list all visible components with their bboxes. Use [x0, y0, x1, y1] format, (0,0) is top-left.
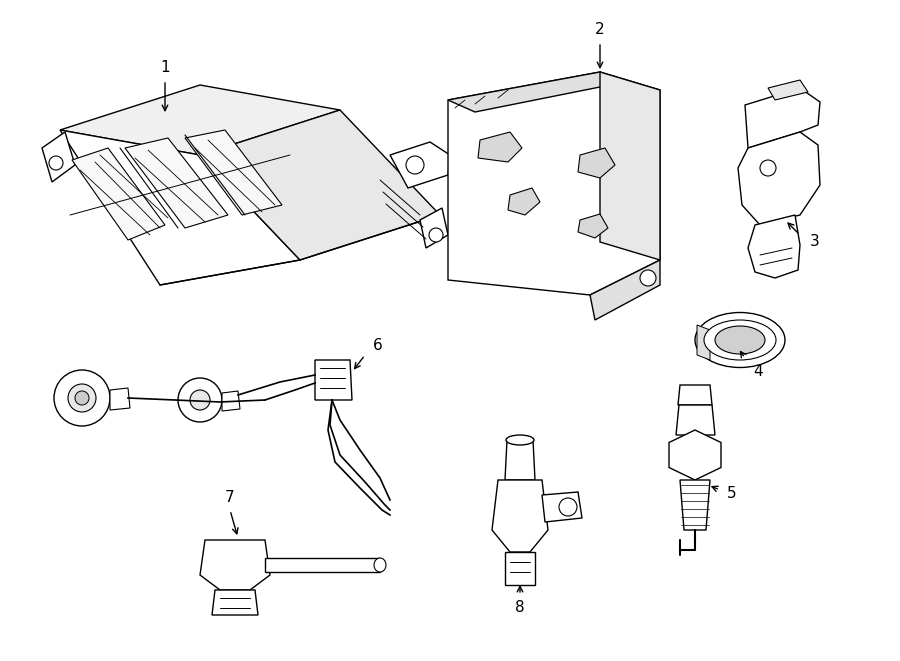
Circle shape	[406, 156, 424, 174]
Polygon shape	[315, 360, 352, 400]
Polygon shape	[768, 80, 808, 100]
Circle shape	[559, 498, 577, 516]
Polygon shape	[222, 391, 240, 411]
Polygon shape	[390, 142, 450, 188]
Polygon shape	[420, 208, 448, 248]
Text: 2: 2	[595, 22, 605, 38]
Text: 7: 7	[225, 490, 235, 506]
Polygon shape	[676, 405, 715, 435]
Polygon shape	[678, 385, 712, 405]
Polygon shape	[42, 132, 75, 182]
Polygon shape	[60, 85, 340, 155]
Ellipse shape	[374, 558, 386, 572]
Polygon shape	[590, 260, 660, 320]
Circle shape	[190, 390, 210, 410]
Ellipse shape	[695, 313, 785, 368]
Ellipse shape	[506, 435, 534, 445]
Text: 6: 6	[374, 338, 382, 352]
Polygon shape	[72, 148, 165, 240]
Polygon shape	[60, 130, 300, 285]
Polygon shape	[492, 480, 548, 552]
Circle shape	[640, 270, 656, 286]
Polygon shape	[508, 188, 540, 215]
Ellipse shape	[715, 326, 765, 354]
Polygon shape	[505, 440, 535, 480]
Text: 1: 1	[160, 61, 170, 75]
Polygon shape	[669, 430, 721, 480]
Polygon shape	[745, 88, 820, 148]
Text: 3: 3	[810, 235, 820, 249]
Circle shape	[760, 160, 776, 176]
Circle shape	[68, 384, 96, 412]
Polygon shape	[448, 72, 660, 295]
Polygon shape	[478, 132, 522, 162]
Polygon shape	[505, 552, 535, 585]
Text: 8: 8	[515, 600, 525, 615]
Polygon shape	[578, 148, 615, 178]
Circle shape	[54, 370, 110, 426]
Polygon shape	[448, 72, 625, 112]
Polygon shape	[748, 215, 800, 278]
Ellipse shape	[704, 320, 776, 360]
Polygon shape	[200, 110, 440, 260]
Circle shape	[429, 228, 443, 242]
Polygon shape	[600, 72, 660, 260]
Text: 5: 5	[727, 486, 737, 502]
Circle shape	[178, 378, 222, 422]
Polygon shape	[578, 214, 608, 238]
Polygon shape	[110, 388, 130, 410]
Circle shape	[75, 391, 89, 405]
Polygon shape	[200, 540, 270, 590]
Polygon shape	[738, 132, 820, 225]
Polygon shape	[125, 138, 228, 228]
Text: 4: 4	[753, 364, 763, 379]
Polygon shape	[212, 590, 258, 615]
Polygon shape	[697, 325, 710, 360]
Circle shape	[49, 156, 63, 170]
Polygon shape	[542, 492, 582, 522]
Polygon shape	[265, 558, 380, 572]
Polygon shape	[680, 480, 710, 530]
Polygon shape	[185, 130, 282, 215]
